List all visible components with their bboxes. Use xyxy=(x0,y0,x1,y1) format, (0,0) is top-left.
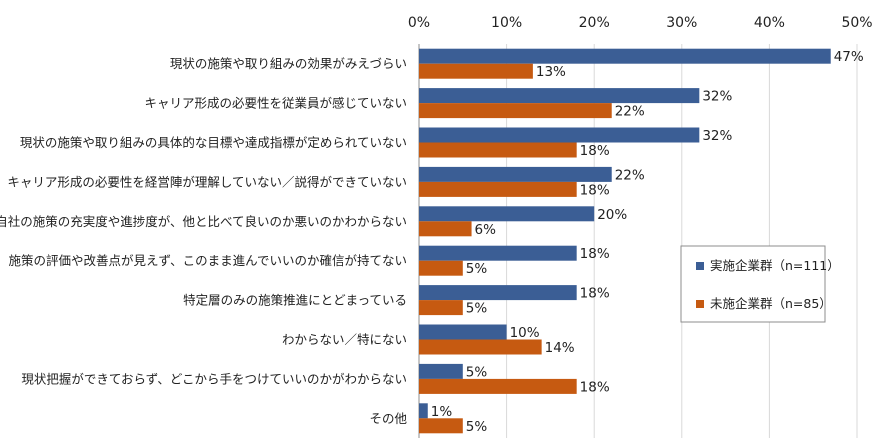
category-label: 現状の施策や取り組みの効果がみえづらい xyxy=(170,56,407,71)
bar-series-1 xyxy=(419,403,428,419)
category-label: 施策の評価や改善点が見えず、このまま進んでいいのか確信が持てない xyxy=(8,253,407,268)
bar-series-2 xyxy=(419,142,577,158)
data-label-series-2: 18% xyxy=(580,182,610,198)
legend-label-series-2: 未施企業群（n=85） xyxy=(710,296,832,311)
data-label-series-1: 47% xyxy=(834,49,864,65)
category-label: キャリア形成の必要性を経営陣が理解していない／説得ができていない xyxy=(7,174,407,189)
bar-series-2 xyxy=(419,103,612,119)
legend-swatch-series-1 xyxy=(696,262,704,270)
data-label-series-1: 32% xyxy=(702,128,732,144)
bar-series-2 xyxy=(419,63,533,79)
bar-series-2 xyxy=(419,378,577,394)
bar-series-2 xyxy=(419,300,463,316)
legend-box xyxy=(680,245,826,323)
category-label: 特定層のみの施策推進にとどまっている xyxy=(183,293,407,308)
category-labels: 現状の施策や取り組みの効果がみえづらいキャリア形成の必要性を従業員が感じていない… xyxy=(0,56,407,426)
data-label-series-1: 18% xyxy=(580,286,610,302)
bar-series-2 xyxy=(419,339,542,355)
category-label: その他 xyxy=(369,411,407,426)
bar-series-2 xyxy=(419,221,472,237)
data-label-series-1: 18% xyxy=(580,246,610,262)
category-label: 現状把握ができておらず、どこから手をつけていいのかがわからない xyxy=(21,371,407,386)
data-label-series-2: 5% xyxy=(466,419,488,435)
value-labels: 47% 13% 32% 22% 32% 18% 22% 18% 20% 6% 18% 5% 18% 5% 1… xyxy=(431,49,864,435)
x-tick-label: 10% xyxy=(491,15,522,31)
data-label-series-2: 18% xyxy=(580,379,610,395)
data-label-series-2: 5% xyxy=(466,261,488,277)
data-label-series-2: 6% xyxy=(475,222,497,238)
bar-series-1 xyxy=(419,48,831,64)
x-tick-label: 40% xyxy=(754,15,785,31)
data-label-series-1: 5% xyxy=(466,364,488,380)
bar-series-1 xyxy=(419,245,577,261)
bar-series-1 xyxy=(419,206,595,222)
category-label: わからない／特にない xyxy=(282,332,407,347)
category-label: 自社の施策の充実度や進捗度が、他と比べて良いのか悪いのかわからない xyxy=(0,214,407,229)
data-label-series-2: 13% xyxy=(536,64,566,80)
legend-label-series-1: 実施企業群（n=111） xyxy=(710,258,840,273)
bar-series-2 xyxy=(419,181,577,197)
bar-series-1 xyxy=(419,363,463,379)
bar-series-2 xyxy=(419,260,463,276)
bar-series-2 xyxy=(419,418,463,434)
bar-series-1 xyxy=(419,324,507,340)
data-label-series-1: 10% xyxy=(510,325,540,341)
data-label-series-1: 20% xyxy=(597,207,627,223)
data-label-series-1: 32% xyxy=(702,89,732,105)
x-tick-label: 50% xyxy=(841,15,872,31)
legend: 実施企業群（n=111） 未施企業群（n=85） xyxy=(680,245,840,323)
legend-swatch-series-2 xyxy=(696,300,704,308)
category-label: 現状の施策や取り組みの具体的な目標や達成指標が定められていない xyxy=(20,135,407,150)
bar-series-1 xyxy=(419,127,700,143)
x-tick-label: 20% xyxy=(579,15,610,31)
data-label-series-1: 1% xyxy=(431,404,453,420)
data-label-series-2: 22% xyxy=(615,104,645,120)
data-label-series-2: 14% xyxy=(545,340,575,356)
bars xyxy=(419,48,831,434)
data-label-series-1: 22% xyxy=(615,167,645,183)
x-tick-label: 0% xyxy=(408,15,430,31)
data-label-series-2: 5% xyxy=(466,301,488,317)
bar-series-1 xyxy=(419,285,577,301)
x-tick-label: 30% xyxy=(666,15,697,31)
x-axis-ticks: 0% 10% 20% 30% 40% 50% xyxy=(408,15,873,31)
data-label-series-2: 18% xyxy=(580,143,610,159)
category-label: キャリア形成の必要性を従業員が感じていない xyxy=(144,96,407,111)
bar-series-1 xyxy=(419,166,612,182)
bar-series-1 xyxy=(419,88,700,104)
